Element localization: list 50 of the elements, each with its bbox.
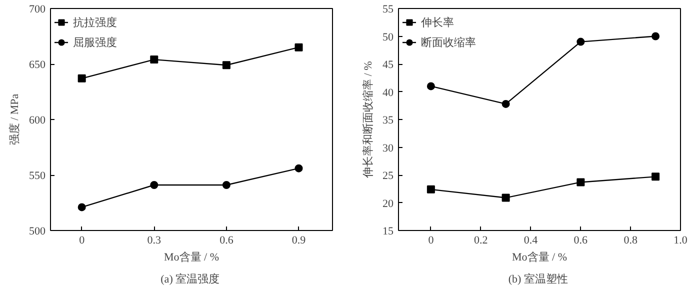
legend-label: 屈服强度 bbox=[73, 36, 117, 50]
point bbox=[652, 172, 660, 181]
point bbox=[426, 185, 435, 194]
y-tick-label: 15 bbox=[382, 226, 394, 238]
point bbox=[426, 82, 435, 90]
point bbox=[502, 100, 510, 108]
x-tick-label: 0.3 bbox=[147, 234, 162, 246]
legend-label: 抗拉强度 bbox=[73, 16, 117, 30]
y-axis-title: 强度 / MPa bbox=[8, 94, 21, 146]
point bbox=[576, 38, 585, 46]
point bbox=[150, 180, 158, 189]
y-tick-label: 650 bbox=[29, 59, 46, 71]
point bbox=[78, 203, 86, 212]
y-tick-label: 25 bbox=[382, 170, 394, 182]
y-tick-label: 700 bbox=[29, 4, 46, 16]
text: (b) 室温塑性 bbox=[508, 272, 568, 286]
y-tick-label: 45 bbox=[382, 59, 394, 71]
y-tick-label: 600 bbox=[29, 114, 46, 126]
y-tick-label: 50 bbox=[382, 31, 394, 44]
text: (a) 室温强度 bbox=[160, 272, 220, 286]
y-tick-label: 500 bbox=[29, 226, 46, 238]
point bbox=[222, 61, 230, 70]
x-tick-label: 0.8 bbox=[624, 234, 638, 246]
y-tick-label: 550 bbox=[29, 170, 46, 182]
legend-label: 断面收缩率 bbox=[421, 36, 476, 50]
point bbox=[652, 32, 660, 40]
point bbox=[222, 180, 230, 189]
y-tick-label: 20 bbox=[382, 198, 394, 210]
x-tick-label: 0.6 bbox=[220, 234, 234, 246]
point bbox=[576, 178, 585, 186]
point bbox=[294, 164, 303, 172]
y-tick-label: 40 bbox=[382, 86, 394, 99]
y-axis-title: 伸长率和断面收缩率 / % bbox=[362, 61, 374, 178]
x-tick-label: 0.2 bbox=[474, 234, 488, 246]
point bbox=[502, 194, 510, 202]
x-tick-label: 0.4 bbox=[524, 234, 538, 246]
x-tick-label: 0 bbox=[79, 234, 86, 246]
x-tick-label: 1.0 bbox=[674, 234, 688, 246]
point bbox=[294, 43, 303, 52]
y-tick-label: 30 bbox=[382, 142, 394, 154]
point bbox=[150, 56, 158, 64]
x-tick-label: 0.6 bbox=[574, 234, 588, 246]
y-tick-label: 35 bbox=[382, 114, 394, 126]
x-axis-title: Mo含量 / % bbox=[164, 250, 219, 264]
x-tick-label: 0 bbox=[428, 234, 434, 246]
y-tick-label: 55 bbox=[382, 4, 394, 16]
x-axis-title: Mo含量 / % bbox=[512, 250, 567, 264]
x-tick-label: 0.9 bbox=[292, 234, 306, 246]
point bbox=[78, 74, 86, 82]
legend-label: 伸长率 bbox=[421, 16, 454, 30]
